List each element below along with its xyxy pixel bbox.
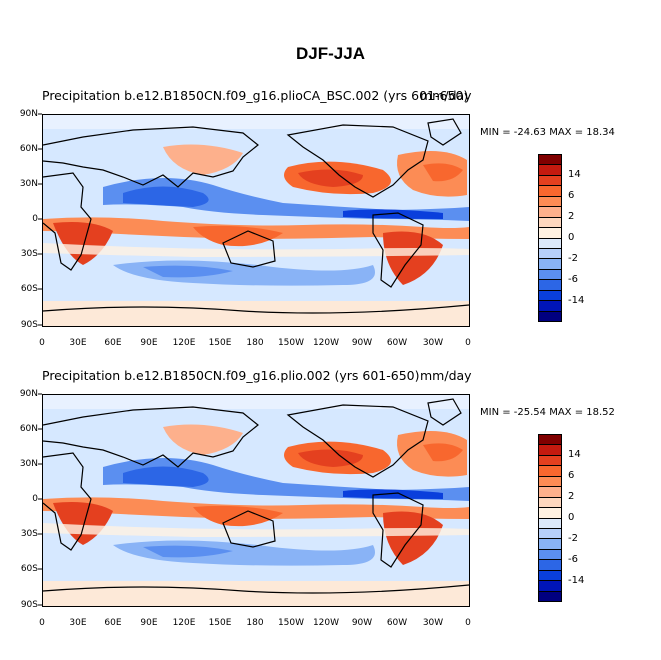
legend-label: 14	[568, 169, 581, 180]
north-pacific-core	[298, 449, 363, 467]
sh-midlat-core	[143, 265, 233, 278]
panel-left-title: Precipitation b.e12.B1850CN.f09_g16.plio…	[42, 88, 469, 103]
legend-label: -6	[568, 554, 578, 565]
south-america-positive	[383, 231, 443, 285]
map-field-svg	[43, 395, 469, 606]
colorbar-swatch	[539, 517, 561, 528]
colorbar-swatch	[539, 548, 561, 560]
africa-positive	[53, 222, 113, 265]
north-atlantic-core	[423, 443, 463, 462]
colorbar-swatch	[539, 227, 561, 238]
colorbar	[538, 154, 562, 322]
colorbar-swatch	[539, 538, 561, 549]
colorbar-swatch	[539, 247, 561, 259]
panel-units: mm/day	[420, 88, 472, 103]
colorbar-swatch	[539, 496, 561, 508]
south-america-positive	[383, 511, 443, 565]
colorbar-swatch	[539, 486, 561, 497]
colorbar-swatch	[539, 310, 561, 321]
min-max-readout: MIN = -25.54 MAX = 18.52	[480, 407, 615, 418]
map-panel-bottom: Precipitation b.e12.B1850CN.f09_g16.plio…	[0, 360, 661, 640]
map-panel-top: Precipitation b.e12.B1850CN.f09_g16.plio…	[0, 80, 661, 360]
axis-ticks	[38, 113, 42, 326]
sh-midlat-core	[143, 545, 233, 558]
asia-positive	[163, 144, 243, 175]
africa-positive	[53, 502, 113, 545]
legend-label: 2	[568, 491, 575, 502]
colorbar-swatch	[539, 454, 561, 466]
colorbar-swatch	[539, 569, 561, 581]
legend-label: 14	[568, 449, 581, 460]
legend-label: 0	[568, 512, 575, 523]
legend-label: -2	[568, 533, 578, 544]
panel-units: mm/day	[420, 368, 472, 383]
colorbar-swatch	[539, 164, 561, 175]
figure-title: DJF-JJA	[296, 44, 365, 63]
legend-label: -14	[568, 575, 585, 586]
coastlines	[43, 398, 469, 594]
colorbar-swatch	[539, 268, 561, 280]
colorbar-swatch	[539, 435, 561, 445]
colorbar-swatch	[539, 279, 561, 290]
panel-left-title: Precipitation b.e12.B1850CN.f09_g16.plio…	[42, 368, 420, 383]
colorbar-swatch	[539, 580, 561, 591]
colorbar-swatch	[539, 289, 561, 301]
colorbar-swatch	[539, 507, 561, 518]
coastlines	[43, 118, 469, 314]
colorbar-swatch	[539, 590, 561, 601]
colorbar-swatch	[539, 174, 561, 186]
colorbar-swatch	[539, 206, 561, 217]
colorbar-swatch	[539, 258, 561, 269]
antarctic-band	[43, 581, 469, 606]
indian-monsoon-negative	[123, 186, 209, 207]
legend-label: -2	[568, 253, 578, 264]
legend-label: 6	[568, 190, 575, 201]
asia-positive	[163, 424, 243, 455]
colorbar-swatch	[539, 475, 561, 487]
axis-ticks	[38, 393, 42, 606]
colorbar-swatch	[539, 300, 561, 311]
sh-subtropical-light	[43, 243, 469, 257]
legend-label: 2	[568, 211, 575, 222]
map-field-svg	[43, 115, 469, 326]
north-pacific-core	[298, 169, 363, 187]
itcz-negative-core	[343, 489, 443, 499]
north-atlantic-core	[423, 163, 463, 182]
colorbar-swatch	[539, 527, 561, 539]
colorbar-swatch	[539, 465, 561, 476]
legend-label: -14	[568, 295, 585, 306]
precip-difference-map	[42, 394, 470, 607]
colorbar-swatch	[539, 195, 561, 207]
antarctic-band	[43, 301, 469, 326]
indian-monsoon-negative	[123, 466, 209, 487]
color-legend: 14 6 2 0 -2 -6 -14	[538, 154, 584, 322]
colorbar-swatch	[539, 185, 561, 196]
colorbar-swatch	[539, 237, 561, 248]
legend-label: 0	[568, 232, 575, 243]
min-max-readout: MIN = -24.63 MAX = 18.34	[480, 127, 615, 138]
colorbar-swatch	[539, 444, 561, 455]
sh-subtropical-light	[43, 523, 469, 537]
colorbar	[538, 434, 562, 602]
colorbar-swatch	[539, 216, 561, 228]
color-legend: 14 6 2 0 -2 -6 -14	[538, 434, 584, 602]
legend-label: -6	[568, 274, 578, 285]
colorbar-swatch	[539, 155, 561, 165]
legend-label: 6	[568, 470, 575, 481]
colorbar-swatch	[539, 559, 561, 570]
itcz-negative-core	[343, 209, 443, 219]
precip-difference-map	[42, 114, 470, 327]
